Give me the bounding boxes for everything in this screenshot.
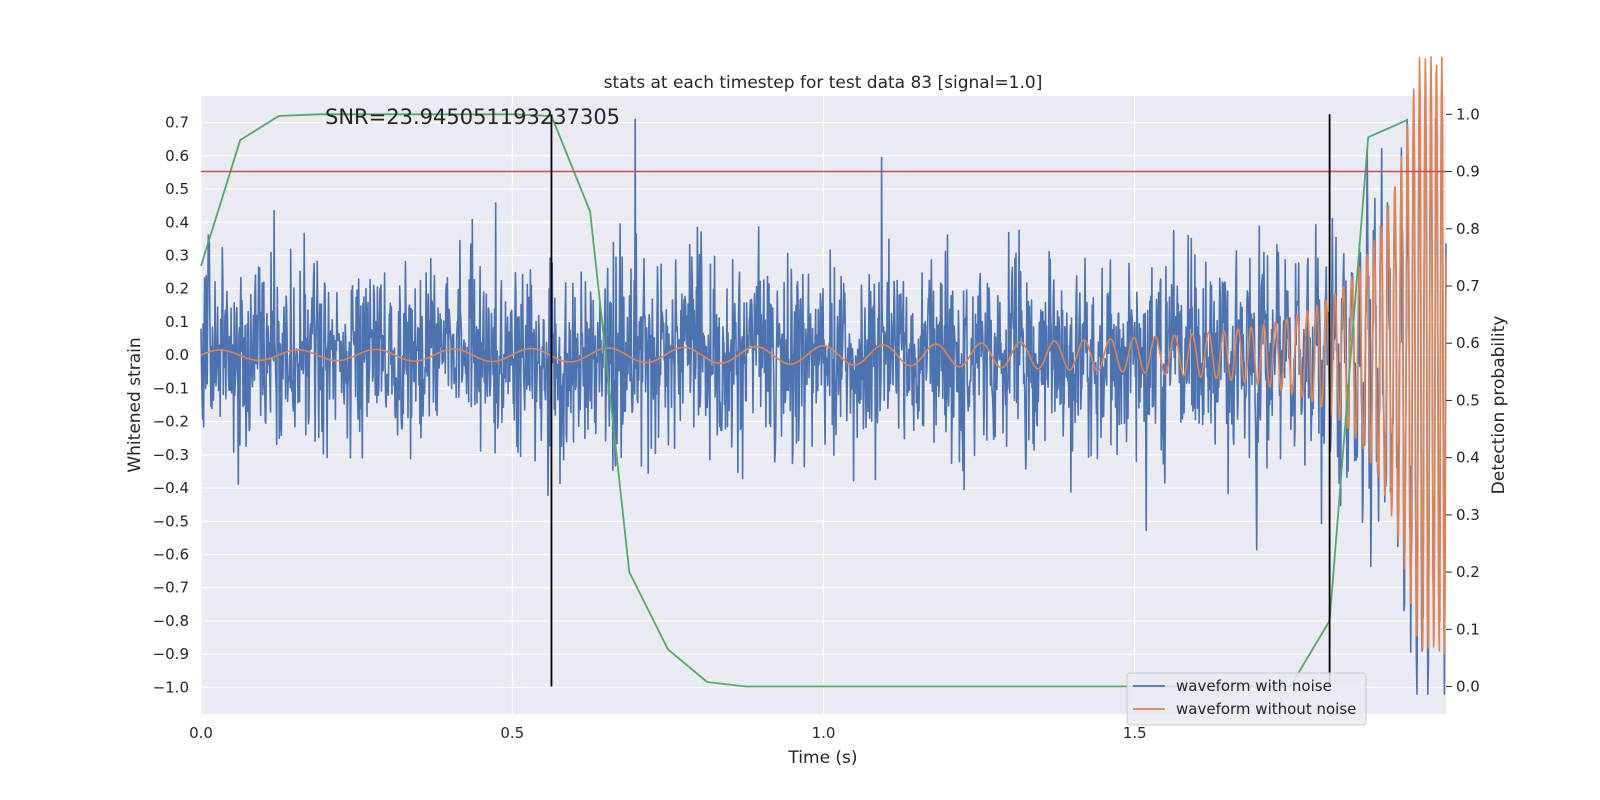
y2-tick-label: 0.3 xyxy=(1456,506,1480,524)
y-tick-label: −0.3 xyxy=(153,446,189,464)
y-tick-label: −0.7 xyxy=(153,579,189,597)
y-tick-label: 0.1 xyxy=(165,313,189,331)
series-line-waveform-without-noise xyxy=(200,56,1447,655)
y-tick-label: 0.3 xyxy=(165,246,189,264)
y-tick-label: −0.2 xyxy=(153,413,189,431)
y2-tick-label: 0.9 xyxy=(1456,163,1480,181)
y-tick-label: −0.6 xyxy=(153,546,189,564)
y2-tick-label: 0.1 xyxy=(1456,620,1480,638)
event-marker-layer xyxy=(550,114,1331,687)
y2-tick-label: 0.5 xyxy=(1456,391,1480,409)
x-tick-label: 1.5 xyxy=(1123,724,1147,742)
chart-title: stats at each timestep for test data 83 … xyxy=(604,73,1043,93)
y-axis-label: Whitened strain xyxy=(125,337,145,472)
x-tick-label: 0.5 xyxy=(500,724,524,742)
x-tick-label: 1.0 xyxy=(812,724,836,742)
y-tick-label: 0.6 xyxy=(165,147,189,165)
legend-box xyxy=(1126,672,1367,726)
y2-axis-ticks: 1.0 0.9 0.8 0.7 0.6 0.5 0.4 0.3 0.2 0.1 0.0 xyxy=(1446,105,1480,696)
waveform-without-noise-layer xyxy=(200,56,1447,655)
snr-annotation: SNR=23.945051193237305 xyxy=(325,105,620,129)
y2-tick-label: 0.6 xyxy=(1456,334,1480,352)
y2-tick-label: 0.2 xyxy=(1456,563,1480,581)
y-tick-label: −0.4 xyxy=(153,479,189,497)
x-axis-label: Time (s) xyxy=(787,748,857,768)
y2-tick-label: 0.0 xyxy=(1456,678,1480,696)
y-axis-ticks: 0.7 0.6 0.5 0.4 0.3 0.2 0.1 0.0 −0.1 −0.2 −0.3 −0.4… xyxy=(153,114,189,697)
waveform-with-noise-layer xyxy=(200,118,1447,695)
y-tick-label: −0.8 xyxy=(153,612,189,630)
y-tick-label: 0.4 xyxy=(165,213,189,231)
y2-axis-label: Detection probability xyxy=(1489,316,1509,495)
legend-label-waveform-with-noise: waveform with noise xyxy=(1176,677,1332,695)
y-tick-label: −0.9 xyxy=(153,645,189,663)
y-tick-label: −1.0 xyxy=(153,678,189,696)
x-tick-label: 0.0 xyxy=(189,724,213,742)
series-line-waveform-with-noise xyxy=(200,118,1447,695)
y-tick-label: 0.7 xyxy=(165,114,189,132)
y-tick-label: 0.5 xyxy=(165,180,189,198)
y-tick-label: −0.1 xyxy=(153,379,189,397)
y2-tick-label: 0.4 xyxy=(1456,449,1480,467)
y2-tick-label: 0.8 xyxy=(1456,220,1480,238)
y2-tick-label: 1.0 xyxy=(1456,105,1480,123)
y-tick-label: 0.0 xyxy=(165,346,189,364)
y-tick-label: 0.2 xyxy=(165,280,189,298)
x-axis-ticks: 0.0 0.5 1.0 1.5 xyxy=(189,724,1147,742)
legend: waveform with noise waveform without noi… xyxy=(1126,672,1367,726)
y2-tick-label: 0.7 xyxy=(1456,277,1480,295)
y-tick-label: −0.5 xyxy=(153,512,189,530)
legend-label-waveform-without-noise: waveform without noise xyxy=(1176,700,1356,718)
